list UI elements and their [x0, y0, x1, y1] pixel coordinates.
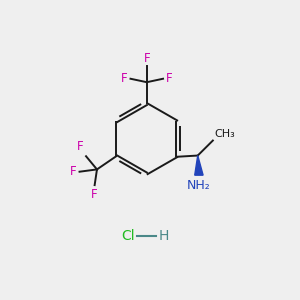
Text: NH₂: NH₂ [187, 179, 211, 192]
Polygon shape [195, 155, 203, 175]
Text: F: F [70, 165, 76, 178]
Text: F: F [121, 72, 127, 85]
Text: F: F [166, 72, 173, 85]
Text: F: F [91, 188, 98, 201]
Text: H: H [158, 229, 169, 243]
Text: CH₃: CH₃ [214, 129, 235, 139]
Text: F: F [143, 52, 150, 65]
Text: F: F [76, 140, 83, 153]
Text: Cl: Cl [122, 229, 135, 243]
